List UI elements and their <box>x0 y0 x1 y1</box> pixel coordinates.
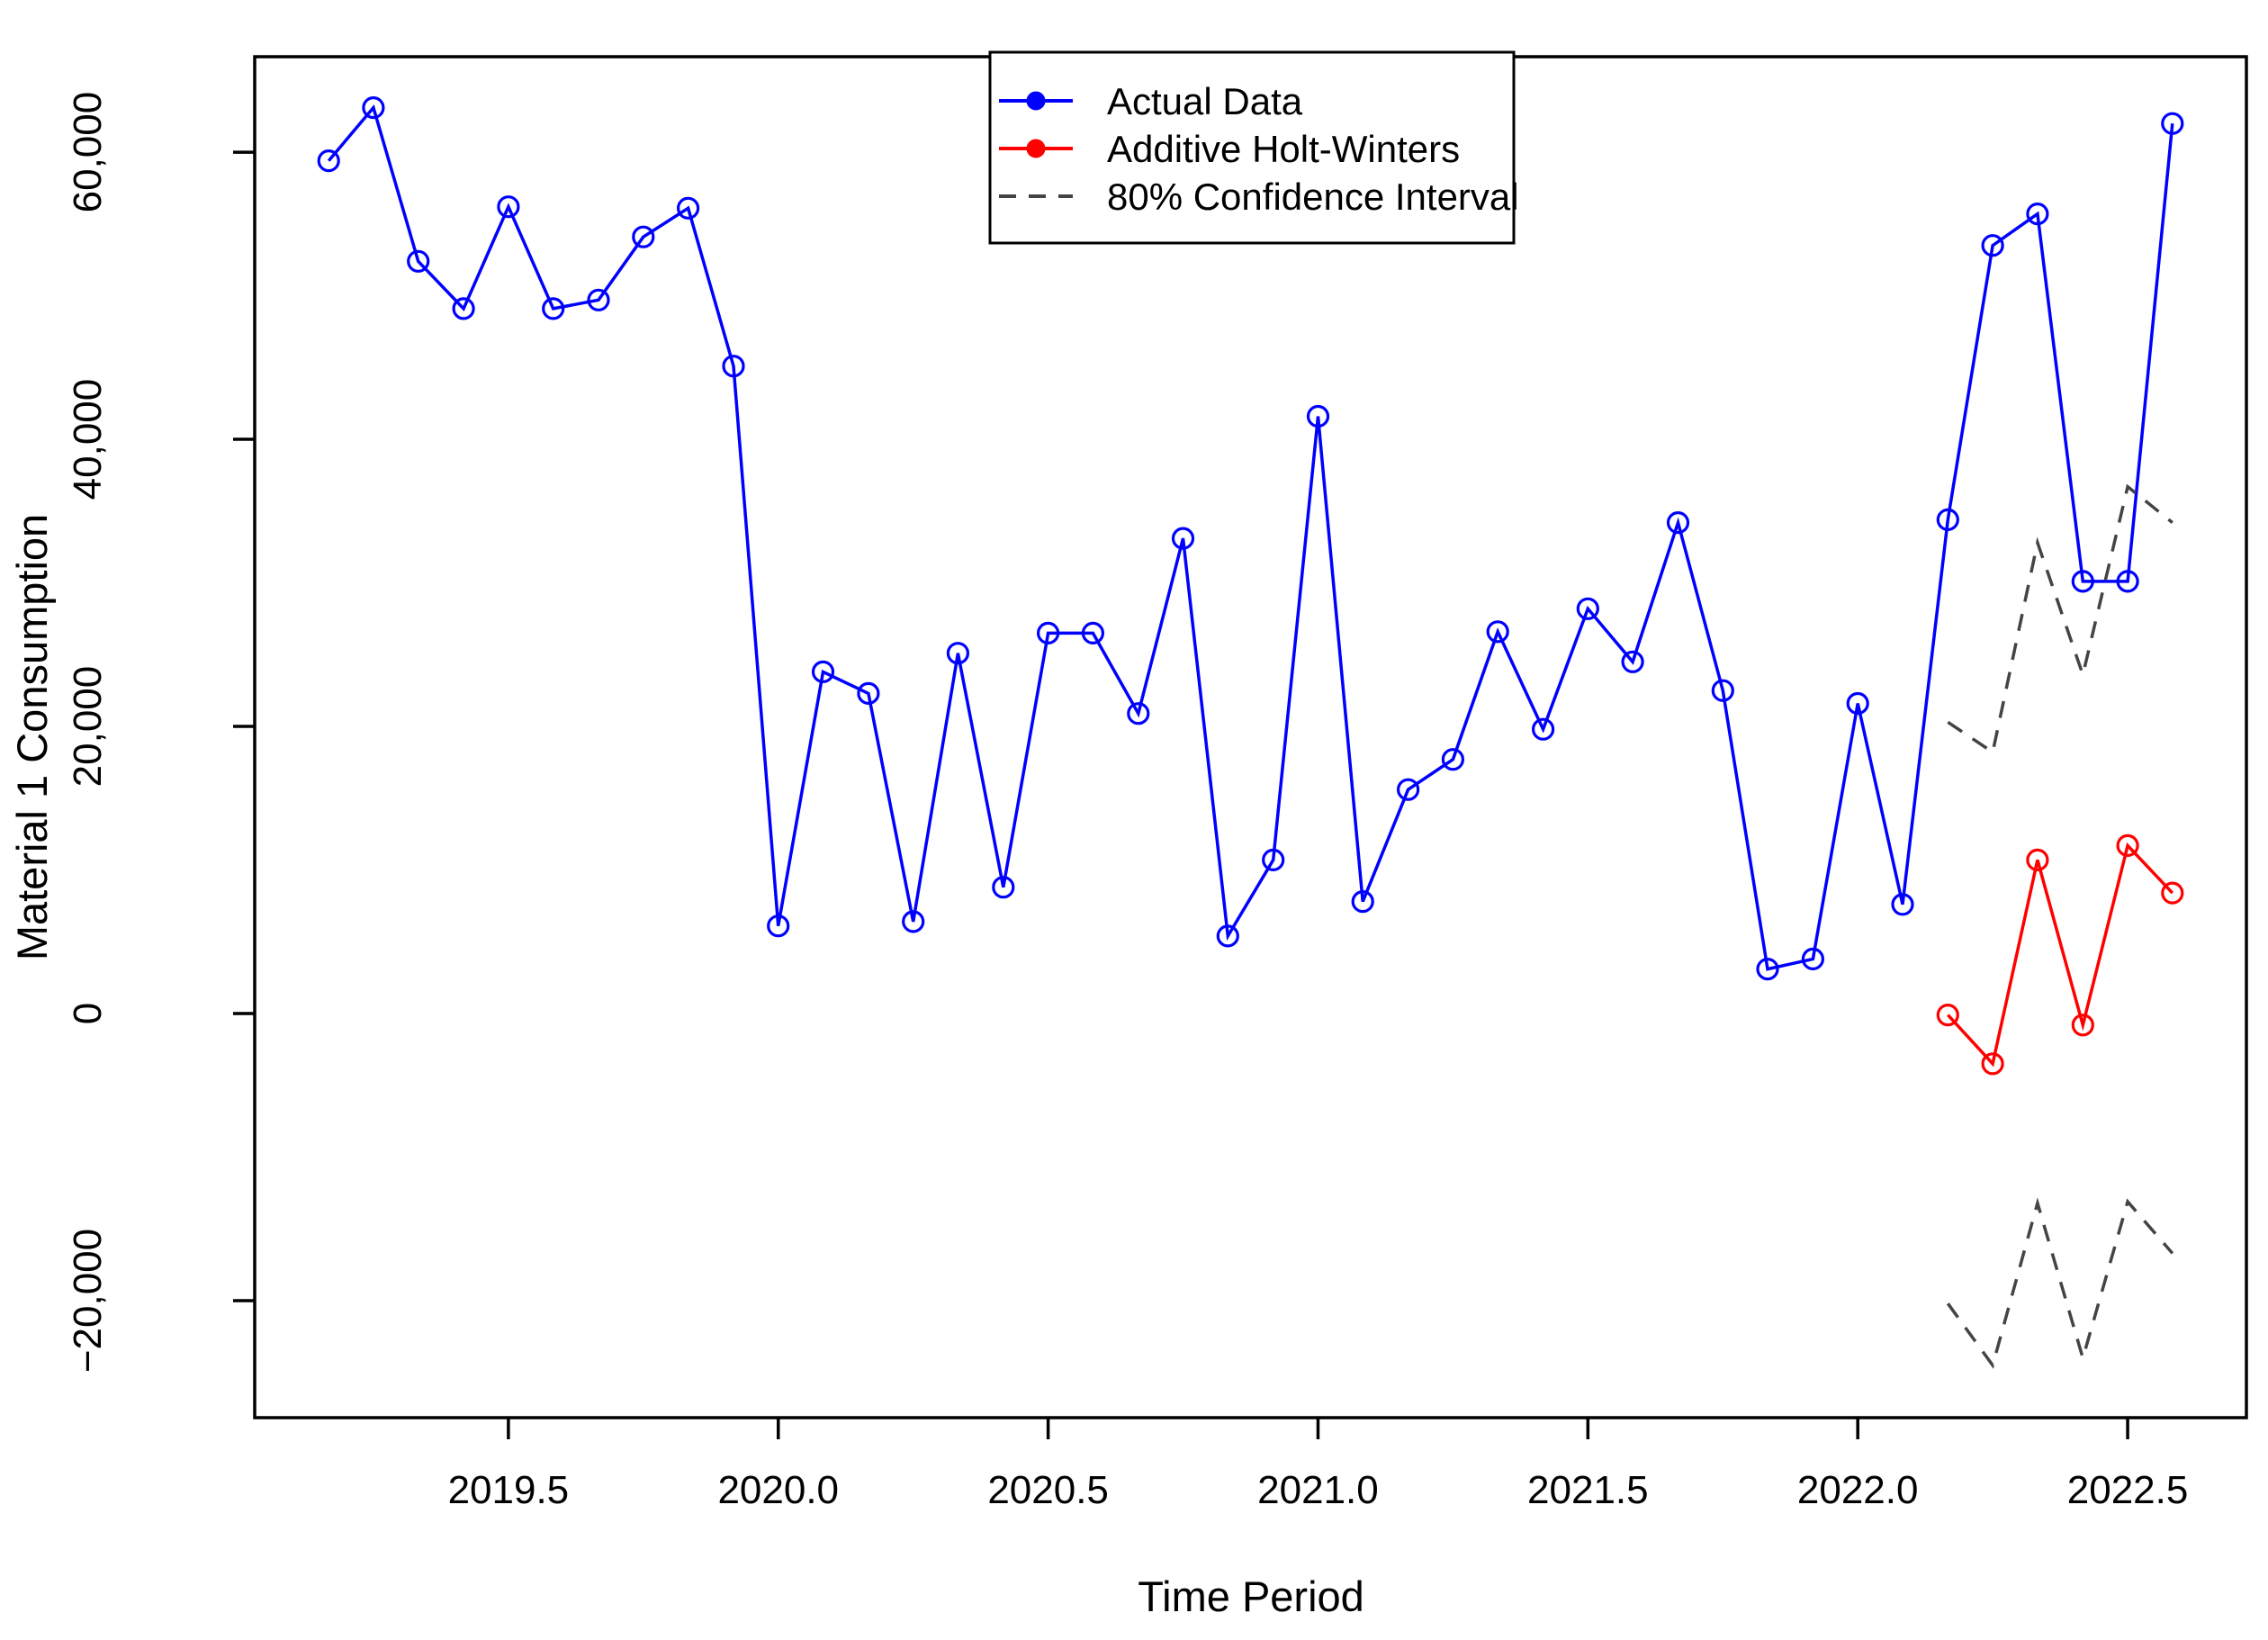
legend-box <box>988 50 1516 245</box>
data-point <box>497 195 520 219</box>
data-point <box>811 660 835 684</box>
legend: Actual Data Additive Holt-Winters 80% Conf… <box>988 50 1519 245</box>
y-tick-label: −20,000 <box>66 1229 110 1373</box>
y-axis-title: Material 1 Consumption <box>8 514 56 960</box>
data-point <box>1891 893 1914 916</box>
data-point <box>1171 527 1195 550</box>
data-point <box>1936 1003 1959 1027</box>
data-point <box>632 225 655 248</box>
data-point <box>1666 510 1690 535</box>
data-point <box>2071 570 2094 593</box>
data-point <box>362 95 385 120</box>
data-point <box>2071 1014 2094 1037</box>
y-tick-label: 0 <box>66 1003 110 1024</box>
data-point <box>1711 679 1734 702</box>
data-point <box>857 681 880 706</box>
y-axis: −20,000 0 20,000 40,000 60,000 <box>66 92 255 1373</box>
80-confidence-interval-upper--line <box>1947 483 2174 755</box>
data-point <box>1981 1052 2004 1076</box>
data-point <box>1846 691 1869 716</box>
legend-item-label: 80% Confidence Interval <box>1107 176 1519 218</box>
x-tick-label: 2021.5 <box>1527 1468 1649 1512</box>
legend-item-label: Actual Data <box>1107 80 1303 122</box>
x-tick-label: 2020.5 <box>987 1468 1109 1512</box>
x-axis: 2019.5 2020.0 2020.5 2021.0 2021.5 2022.0 2022… <box>448 1418 2189 1512</box>
y-tick-label: 40,000 <box>66 379 110 500</box>
data-point <box>1396 778 1420 801</box>
y-tick-label: 60,000 <box>66 92 110 213</box>
x-tick-label: 2020.0 <box>717 1468 839 1512</box>
data-point <box>1756 957 1779 981</box>
data-point <box>1081 621 1105 645</box>
data-point <box>1486 620 1509 644</box>
actual-data-line <box>327 104 2174 971</box>
x-tick-label: 2022.0 <box>1797 1468 1919 1512</box>
80-confidence-interval-lower--line <box>1946 1197 2174 1369</box>
data-point <box>407 249 430 273</box>
x-tick-label: 2019.5 <box>448 1468 570 1512</box>
data-point <box>587 288 610 311</box>
data-point <box>2161 112 2184 135</box>
data-point <box>1801 947 1825 971</box>
data-point <box>542 297 565 320</box>
x-tick-label: 2021.0 <box>1257 1468 1379 1512</box>
legend-marker <box>1026 91 1046 111</box>
data-point <box>1216 924 1239 948</box>
data-point <box>2026 203 2049 226</box>
additive-holt-winters-line <box>1947 842 2174 1068</box>
data-point <box>1936 508 1959 532</box>
x-tick-label: 2022.5 <box>2067 1468 2189 1512</box>
data-point <box>2116 570 2139 593</box>
data-point <box>1576 597 1599 620</box>
data-point <box>2116 834 2139 858</box>
data-point <box>902 910 925 933</box>
data-point <box>1262 848 1285 872</box>
data-point <box>317 149 340 173</box>
data-point <box>2161 881 2184 905</box>
data-point <box>452 297 475 320</box>
data-point <box>1127 702 1150 725</box>
data-point <box>946 642 970 665</box>
plot-border <box>253 55 2248 1419</box>
data-point <box>1531 717 1555 741</box>
y-tick-label: 20,000 <box>66 666 110 788</box>
data-point <box>1981 234 2004 257</box>
x-axis-title: Time Period <box>1138 1572 1364 1620</box>
data-point <box>722 355 745 378</box>
data-point <box>1441 748 1465 771</box>
data-point <box>1036 621 1060 645</box>
data-point <box>1306 404 1330 428</box>
data-point <box>2026 848 2049 872</box>
data-point <box>992 876 1015 899</box>
data-point <box>1351 889 1374 914</box>
data-point <box>767 915 790 938</box>
series-layer <box>317 95 2184 1369</box>
data-point <box>676 196 700 220</box>
data-point <box>1621 650 1644 673</box>
legend-item-label: Additive Holt-Winters <box>1107 128 1460 170</box>
legend-marker <box>1026 139 1046 158</box>
